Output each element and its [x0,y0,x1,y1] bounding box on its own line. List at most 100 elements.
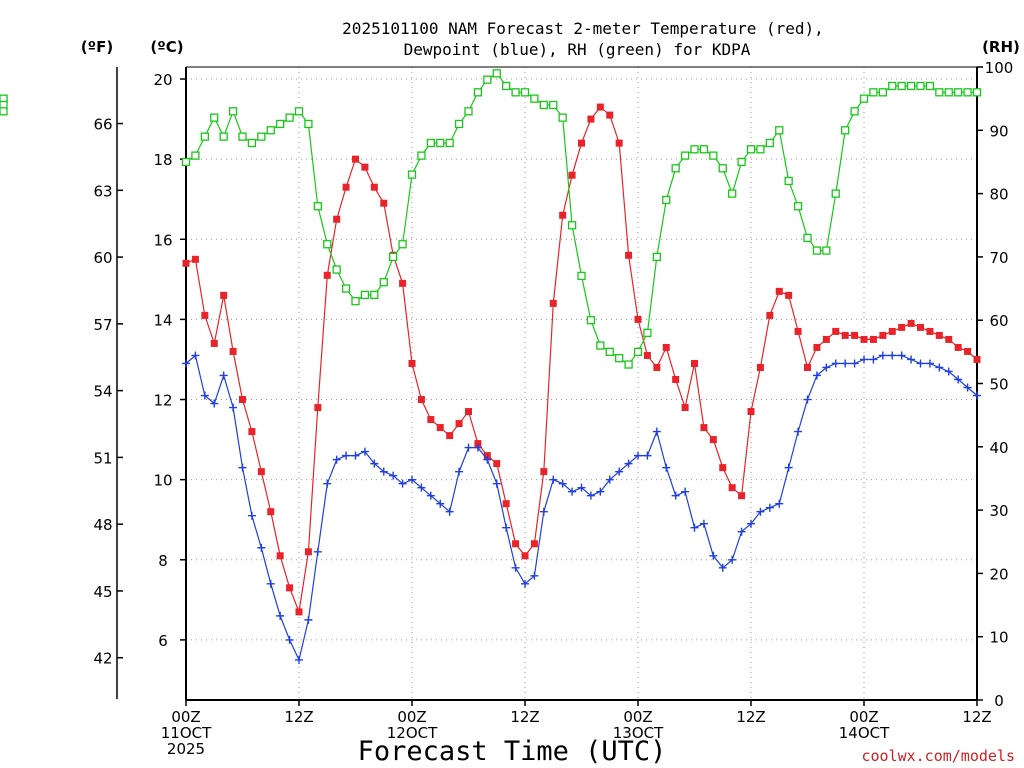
temp-point [352,155,359,163]
temp-point [220,291,228,299]
dewpoint-point [511,563,520,572]
axes: 4245485154576063666810121416182001020304… [93,59,1013,758]
temp-point [756,363,764,371]
dewpoint-point [247,511,256,520]
dewpoint-point [812,371,821,380]
temp-point [926,327,934,335]
fahrenheit-tick-label: 54 [93,383,112,401]
celsius-tick-label: 14 [153,311,172,329]
dewpoint-point [342,451,351,460]
temp-point [333,215,341,223]
temp-point [578,139,585,147]
dewpoint-point [699,519,708,528]
dewpoint-point [605,475,614,484]
rh-point [511,88,520,97]
temp-point [888,327,896,335]
dewpoint-point [822,363,831,372]
rh-point [398,240,407,249]
rh-point [530,94,539,103]
fahrenheit-axis-label: (ºF) [81,38,113,56]
temp-point [728,484,736,492]
rh-point [812,246,822,255]
dewpoint-series-line [185,354,978,662]
rh-point [577,271,586,281]
rh-point [379,278,388,287]
temp-point [945,335,953,343]
fahrenheit-tick-label: 63 [93,182,112,200]
rh-tick-label: 70 [989,249,1008,267]
temp-point [653,363,661,371]
temp-point [794,327,802,335]
rh-point [605,347,614,357]
fahrenheit-tick-label: 60 [93,249,112,267]
rh-point [370,290,379,300]
dewpoint-point [878,351,887,360]
dewpoint-point [530,571,539,580]
temp-point [681,404,689,412]
temp-point [361,163,369,171]
temp-point [417,396,425,404]
rh-point [897,81,906,91]
rh-point [454,119,464,129]
temp-point [851,331,859,339]
dewpoint-point [916,359,925,368]
dewpoint-point [445,507,454,516]
rh-point [737,157,746,167]
dewpoint-point [596,487,605,496]
rh-point [464,107,473,116]
temp-point [691,359,698,367]
temp-point [502,500,510,508]
dewpoint-point [379,467,388,476]
dewpoint-point [436,499,445,508]
temp-point [427,416,435,424]
rh-tick-label: 40 [989,439,1008,457]
rh-point [718,164,727,173]
x-tick-label: 00Z [849,708,878,726]
dewpoint-point [266,579,275,588]
x-tick-label: 12Z [962,708,991,726]
dewpoint-point [304,615,313,624]
temp-point [785,291,793,299]
rh-point [944,88,953,97]
temp-point [813,343,821,351]
celsius-tick-label: 10 [153,472,172,490]
dewpoint-point [963,383,972,392]
temp-point [446,432,454,440]
temp-point [700,424,708,432]
dewpoint-point [229,403,238,412]
temp-point [380,199,388,207]
dewpoint-point [360,447,369,456]
dewpoint-point [351,451,360,460]
rh-axis-label: (RH) [982,38,1020,56]
rh-point [313,202,322,211]
temp-point [549,299,557,307]
x-tick-label: 12Z [736,708,765,726]
temp-point [521,552,529,560]
dewpoint-point [521,579,529,588]
dewpoint-point [624,459,633,468]
rh-point [304,119,313,129]
dewpoint-point [831,359,840,368]
rh-tick-label: 10 [989,629,1008,647]
rh-point [888,81,897,91]
dewpoint-point [483,455,492,464]
dewpoint-point [191,351,200,360]
temp-point [634,315,642,323]
rh-point [360,290,370,300]
rh-point [615,354,624,363]
temp-point [323,271,331,279]
rh-point [332,265,341,274]
rh-point [709,151,718,160]
temp-point [587,115,595,123]
rh-point [426,138,435,148]
rh-point [859,94,869,103]
dewpoint-point [747,519,755,528]
x-tick-label: 13OCT [613,724,664,742]
dewpoint-point [455,467,464,476]
temp-point [342,183,350,191]
dewpoint-point [850,359,859,368]
dewpoint-point [238,463,247,472]
dewpoint-point [897,351,906,360]
x-tick-label: 12Z [510,708,539,726]
